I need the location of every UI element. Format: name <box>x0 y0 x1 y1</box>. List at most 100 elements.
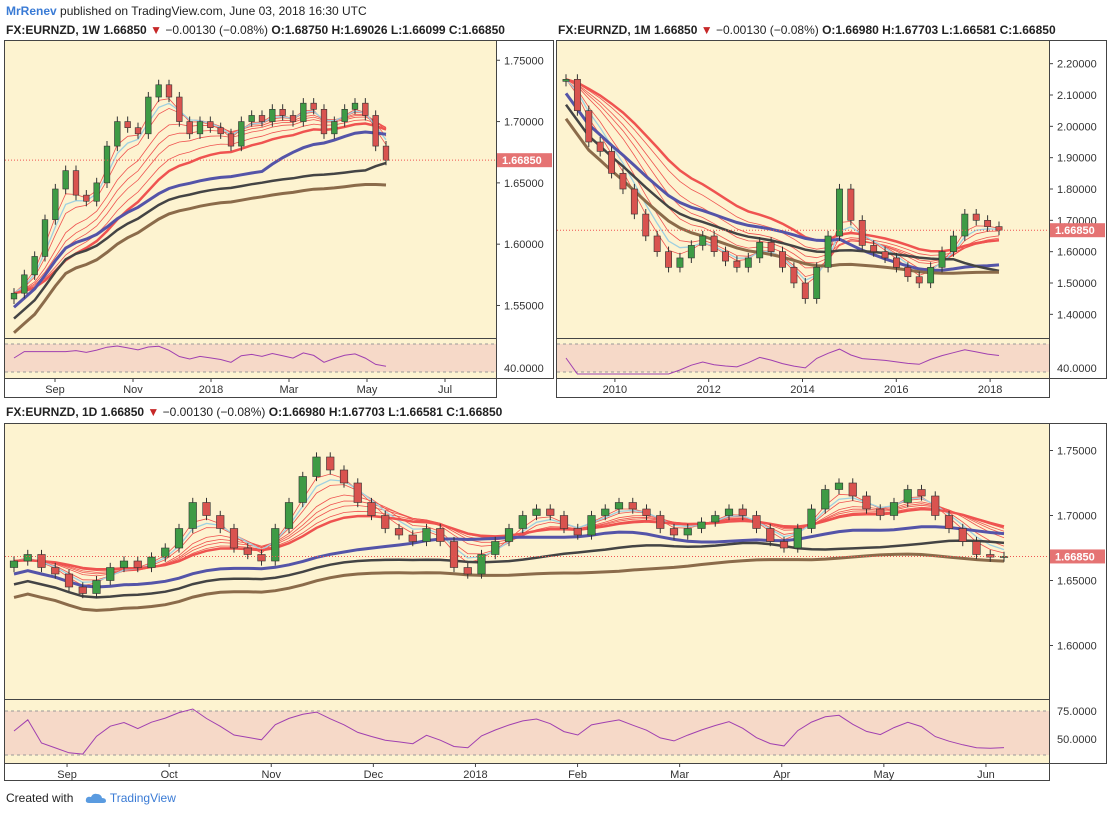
candle-body <box>238 121 245 147</box>
candle-body <box>790 267 798 284</box>
daily-high: H:1.67703 <box>328 405 385 419</box>
weekly-price: 1.66850 <box>103 23 147 37</box>
candle-body <box>585 110 593 143</box>
rsi-tick-label: 75.0000 <box>1057 706 1097 718</box>
candle-body <box>229 528 239 549</box>
rsi-tick-label: 40.0000 <box>1057 363 1097 375</box>
candle-body <box>133 560 142 568</box>
weekly-low: L:1.66099 <box>390 23 446 37</box>
candle-body <box>630 188 638 215</box>
candle-body <box>813 267 821 299</box>
price-axis <box>496 40 554 379</box>
x-tick-label: Apr <box>773 769 790 781</box>
candle-body <box>422 528 431 542</box>
candle-body <box>836 188 843 237</box>
candle-body <box>72 170 80 196</box>
y-tick-label: 1.65000 <box>1057 576 1097 588</box>
candle-body <box>944 515 954 529</box>
rsi-tick-label: 40.0000 <box>504 363 544 375</box>
candle-body <box>972 213 980 221</box>
candle-body <box>134 127 142 135</box>
monthly-close: C:1.66850 <box>999 23 1056 37</box>
candle-body <box>614 502 624 510</box>
rsi-line <box>13 708 1005 755</box>
y-tick-label: 1.75000 <box>1057 446 1097 458</box>
x-tick-label: Mar <box>670 769 689 781</box>
y-tick-label: 1.65000 <box>504 178 544 190</box>
x-tick-label: 2018 <box>463 769 487 781</box>
candle-body <box>573 528 582 536</box>
monthly-change: −0.00130 (−0.08%) <box>715 23 819 37</box>
candle-body <box>463 567 472 575</box>
daily-symbol: FX:EURNZD, 1D <box>6 405 98 419</box>
candle-body <box>339 469 349 484</box>
candle-body <box>961 213 969 237</box>
tradingview-logo[interactable]: TradingView <box>85 791 176 805</box>
candle-body <box>10 292 18 300</box>
daily-title: FX:EURNZD, 1D 1.66850 ▼ −0.00130 (−0.08%… <box>6 405 502 419</box>
monthly-chart[interactable]: 2.200002.100002.000001.900001.800001.700… <box>556 40 1107 398</box>
candle-body <box>881 251 889 259</box>
y-tick-label: 1.60000 <box>504 239 544 251</box>
x-tick-label: May <box>873 769 894 781</box>
candle-body <box>217 127 224 135</box>
candle-body <box>161 547 170 558</box>
x-tick-label: May <box>357 384 378 396</box>
candle-body <box>449 541 459 568</box>
x-tick-label: 2018 <box>978 384 1002 396</box>
sma-dark-line <box>564 103 1000 273</box>
candle-body <box>532 508 541 516</box>
price-tag <box>497 153 552 168</box>
candle-body <box>601 508 610 516</box>
sma-dark-line <box>13 539 1005 599</box>
candle-body <box>119 560 129 568</box>
candle-body <box>767 241 775 252</box>
candle-body <box>931 495 940 516</box>
x-tick-label: 2010 <box>603 384 627 396</box>
candle-body <box>394 528 404 536</box>
candle-body <box>958 528 967 542</box>
candle-body <box>271 528 280 562</box>
candle-body <box>362 102 369 116</box>
candle-body <box>972 541 981 555</box>
candle-body <box>687 245 695 259</box>
candle-body <box>870 245 878 252</box>
time-axis <box>4 378 497 398</box>
candle-body <box>642 213 650 237</box>
weekly-symbol: FX:EURNZD, 1W <box>6 23 100 37</box>
x-tick-label: Jun <box>977 769 995 781</box>
candle-body <box>436 528 445 542</box>
monthly-open: O:1.66980 <box>822 23 879 37</box>
candle-body <box>351 102 359 110</box>
daily-chart[interactable]: 1.75000 1.70000 1.65000 1.60000 1.66850 75.00… <box>4 423 1107 781</box>
weekly-open: O:1.68750 <box>271 23 329 37</box>
main-pane <box>4 40 497 339</box>
candle-body <box>504 528 514 542</box>
x-tick-label: 2012 <box>696 384 720 396</box>
candle-body <box>188 502 197 529</box>
price-axis <box>1049 40 1107 379</box>
weekly-close: C:1.66850 <box>448 23 505 37</box>
candle-body <box>83 194 90 202</box>
candle-body <box>744 257 752 268</box>
candle-body <box>834 482 844 490</box>
candle-body <box>279 109 286 116</box>
candle-body <box>37 554 46 568</box>
x-tick-label: Dec <box>364 769 384 781</box>
price-axis <box>1049 423 1107 764</box>
candle-body <box>821 489 830 510</box>
candle-body <box>202 502 211 516</box>
candle-body <box>52 188 59 220</box>
y-tick-label: 1.75000 <box>504 55 544 67</box>
author-name[interactable]: MrRenev <box>6 4 57 18</box>
x-tick-label: 2018 <box>199 384 223 396</box>
candle-body <box>145 96 152 135</box>
cloud-icon <box>85 793 106 803</box>
candle-body <box>227 133 235 147</box>
y-tick-label: 2.10000 <box>1057 90 1097 102</box>
candle-body <box>699 235 707 246</box>
candle-body <box>587 515 596 536</box>
candle-body <box>608 151 616 174</box>
price-tag-label: 1.66850 <box>1055 551 1095 563</box>
weekly-chart[interactable]: 1.75000 1.70000 1.65000 1.60000 1.55000 1.668… <box>4 40 554 398</box>
